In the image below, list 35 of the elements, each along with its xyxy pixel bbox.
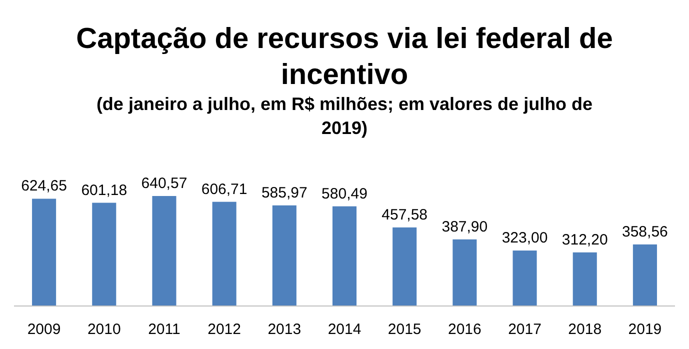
bar (92, 202, 116, 306)
x-tick-label: 2013 (268, 321, 302, 338)
bar (452, 239, 477, 306)
data-label: 624,65 (21, 178, 67, 195)
x-tick-label: 2014 (328, 321, 362, 338)
x-tick-label: 2009 (27, 321, 61, 338)
bar (332, 206, 357, 306)
bar (572, 252, 597, 306)
bar (632, 244, 657, 306)
x-tick-label: 2011 (148, 321, 180, 338)
chart-subtitle: (de janeiro a julho, em R$ milhões; em valores de julho de 2019) (96, 94, 593, 138)
bar (32, 198, 56, 306)
data-label: 387,90 (442, 218, 488, 236)
data-label: 323,00 (502, 230, 548, 247)
x-tick-label: 2016 (448, 321, 482, 338)
data-label: 358,56 (622, 223, 668, 240)
data-label: 606,71 (201, 180, 248, 198)
x-tick-label: 2019 (628, 321, 662, 338)
x-tick-label: 2010 (87, 321, 121, 338)
chart-title: Captação de recursos via lei federal de incentivo (76, 23, 613, 91)
data-label: 580,49 (322, 185, 368, 202)
data-label: 640,57 (141, 175, 188, 192)
x-tick-label: 2018 (568, 321, 602, 338)
x-tick-label: 2017 (508, 321, 542, 338)
bar (212, 202, 236, 306)
bar (512, 250, 537, 306)
x-tick-label: 2012 (208, 321, 242, 338)
x-tick-label: 2015 (388, 321, 422, 338)
data-label: 312,20 (562, 231, 608, 248)
bar (152, 196, 176, 306)
bar (392, 227, 417, 306)
data-label: 457,58 (382, 206, 428, 224)
bar (272, 205, 296, 306)
data-label: 585,97 (261, 184, 308, 202)
data-label: 601,18 (81, 182, 128, 199)
